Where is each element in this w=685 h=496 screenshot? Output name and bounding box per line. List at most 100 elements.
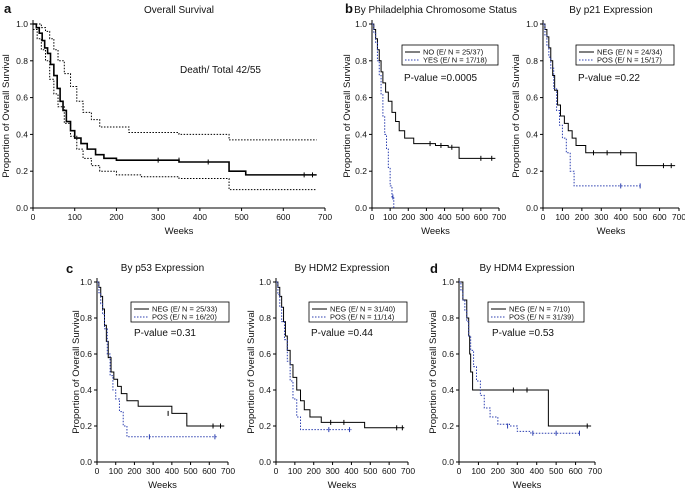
- y-tick-label: 0.0: [442, 457, 454, 467]
- x-tick-label: 700: [221, 466, 235, 476]
- y-tick-label: 0.4: [16, 129, 28, 139]
- x-tick-label: 500: [183, 466, 197, 476]
- series-line-lower-95-ci: [33, 29, 317, 191]
- legend-label: NEG (E/ N = 31/40): [330, 305, 396, 314]
- annotation-text: P-value =0.44: [311, 328, 373, 339]
- x-tick-label: 300: [146, 466, 160, 476]
- y-tick-label: 0.8: [526, 56, 538, 66]
- y-tick-label: 0.8: [355, 56, 367, 66]
- x-tick-label: 300: [419, 212, 433, 222]
- legend-label: NEG (E/ N = 7/10): [509, 305, 571, 314]
- x-tick-label: 600: [202, 466, 216, 476]
- series-line-pos: [276, 281, 352, 431]
- x-tick-label: 0: [457, 466, 462, 476]
- panel-b-philadelphia: b By Philadelphia Chromosome Status 0 100 20…: [342, 1, 517, 237]
- legend-label: NEG (E/ N = 25/33): [152, 305, 218, 314]
- series-line-overall-survival-estimate: [33, 23, 317, 176]
- y-tick-label: 0.8: [16, 56, 28, 66]
- x-axis-label: Weeks: [148, 480, 177, 491]
- panel-c-p53: c By p53 Expression 0 100 200 300 400 500 600 700…: [66, 261, 235, 491]
- chart-title: By p21 Expression: [569, 5, 652, 16]
- chart-title: Overall Survival: [144, 5, 214, 16]
- panel-a-overall: a Overall Survival 0 100 200 300 400 500 600 700 0…: [1, 1, 332, 237]
- annotation-text: P-value =0.0005: [404, 73, 478, 84]
- legend-box: [487, 301, 585, 323]
- legend-label: POS (E/ N = 15/17): [597, 56, 662, 65]
- x-tick-label: 700: [318, 212, 332, 222]
- y-tick-label: 0.6: [526, 93, 538, 103]
- x-tick-label: 0: [95, 466, 100, 476]
- y-tick-label: 0.4: [80, 385, 92, 395]
- x-tick-label: 400: [614, 212, 628, 222]
- x-tick-label: 400: [193, 212, 207, 222]
- x-tick-label: 300: [325, 466, 339, 476]
- panel-b-p21: By p21 Expression 0 100 200 300 400 500 600 700 0…: [511, 5, 685, 237]
- x-axis-label: Weeks: [328, 480, 357, 491]
- x-tick-label: 0: [274, 466, 279, 476]
- legend-box: [575, 44, 675, 66]
- x-tick-label: 600: [474, 212, 488, 222]
- series-line-no: [372, 23, 496, 159]
- annotation-text: P-value =0.22: [578, 73, 640, 84]
- series-line-upper-95-ci: [33, 23, 317, 141]
- panel-letter-d: d: [430, 261, 438, 276]
- x-axis-label: Weeks: [421, 226, 450, 237]
- y-axis-label: Proportion of Overall Survival: [428, 310, 439, 434]
- y-axis-label: Proportion of Overall Survival: [71, 310, 82, 434]
- y-tick-label: 0.0: [526, 203, 538, 213]
- y-axis-label: Proportion of Overall Survival: [342, 54, 353, 178]
- x-tick-label: 700: [401, 466, 415, 476]
- x-tick-label: 100: [555, 212, 569, 222]
- series-line-neg: [276, 281, 405, 429]
- legend-label: POS (E/ N = 31/39): [509, 313, 574, 322]
- x-tick-label: 300: [151, 212, 165, 222]
- x-tick-label: 100: [288, 466, 302, 476]
- legend-box: [401, 44, 499, 66]
- chart-title: By HDM4 Expression: [479, 263, 574, 274]
- y-axis-label: Proportion of Overall Survival: [246, 310, 257, 434]
- y-tick-label: 0.4: [355, 129, 367, 139]
- y-tick-label: 0.2: [355, 166, 367, 176]
- y-axis-label: Proportion of Overall Survival: [511, 54, 522, 178]
- x-tick-label: 200: [127, 466, 141, 476]
- x-tick-label: 100: [383, 212, 397, 222]
- y-tick-label: 0.2: [526, 166, 538, 176]
- x-tick-label: 300: [510, 466, 524, 476]
- y-axis-label: Proportion of Overall Survival: [1, 54, 12, 178]
- y-tick-label: 1.0: [259, 277, 271, 287]
- y-tick-label: 0.6: [259, 349, 271, 359]
- x-tick-label: 500: [363, 466, 377, 476]
- series-line-neg: [543, 23, 676, 167]
- x-tick-label: 0: [31, 212, 36, 222]
- x-tick-label: 100: [109, 466, 123, 476]
- x-tick-label: 500: [234, 212, 248, 222]
- x-tick-label: 0: [541, 212, 546, 222]
- series-line-neg: [97, 281, 225, 427]
- x-tick-label: 600: [568, 466, 582, 476]
- x-tick-label: 400: [530, 466, 544, 476]
- y-tick-label: 0.8: [442, 313, 454, 323]
- legend-box: [308, 301, 408, 323]
- x-axis-label: Weeks: [597, 226, 626, 237]
- annotation-text: P-value =0.53: [492, 328, 554, 339]
- y-tick-label: 0.0: [259, 457, 271, 467]
- x-tick-label: 700: [492, 212, 506, 222]
- chart-title: By HDM2 Expression: [294, 263, 389, 274]
- y-tick-label: 0.4: [442, 385, 454, 395]
- y-tick-label: 1.0: [526, 19, 538, 29]
- y-tick-label: 0.0: [16, 203, 28, 213]
- y-tick-label: 0.6: [355, 93, 367, 103]
- annotation-text: Death/ Total 42/55: [180, 65, 261, 76]
- y-tick-label: 1.0: [442, 277, 454, 287]
- y-tick-label: 1.0: [80, 277, 92, 287]
- chart-title: By Philadelphia Chromosome Status: [354, 5, 517, 16]
- x-tick-label: 600: [276, 212, 290, 222]
- series-line-yes: [372, 23, 395, 208]
- panel-c-hdm2: By HDM2 Expression 0 100 200 300 400 500 600 700…: [246, 263, 415, 491]
- y-tick-label: 0.0: [80, 457, 92, 467]
- panel-letter-a: a: [4, 1, 12, 16]
- y-tick-label: 0.2: [442, 421, 454, 431]
- x-axis-label: Weeks: [165, 226, 194, 237]
- x-tick-label: 0: [370, 212, 375, 222]
- y-tick-label: 0.6: [16, 93, 28, 103]
